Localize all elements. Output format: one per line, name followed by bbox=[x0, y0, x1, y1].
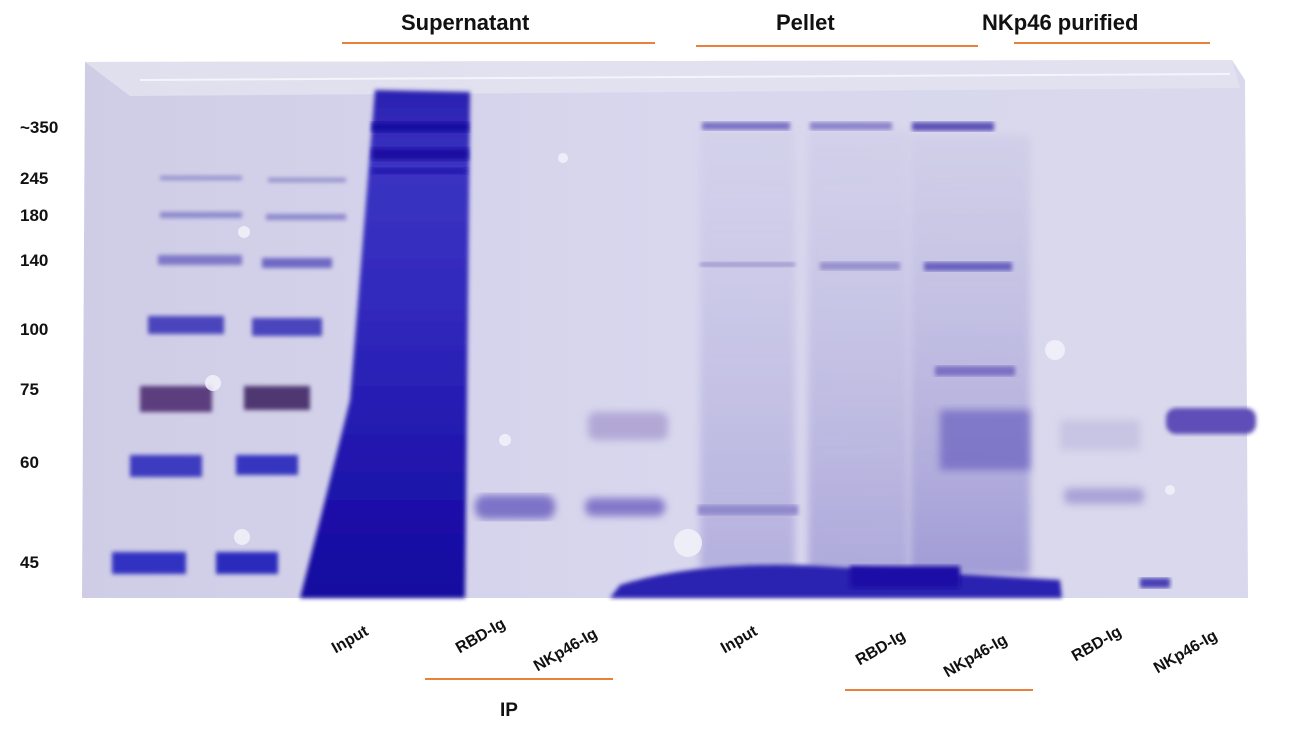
sup-nkp46-lane bbox=[585, 412, 668, 516]
underline-ip bbox=[425, 678, 613, 680]
mw-marker-245: 245 bbox=[20, 169, 49, 188]
pellet-dye-front bbox=[610, 564, 1062, 598]
underline-supernatant bbox=[342, 42, 655, 44]
pellet-rbd-lane bbox=[808, 122, 908, 570]
underline-pellet bbox=[696, 45, 978, 47]
sup-rbd-lane bbox=[475, 495, 555, 519]
pellet-nkp46-lane bbox=[910, 122, 1030, 575]
marker-lane-1 bbox=[112, 176, 242, 574]
header-supernatant: Supernatant bbox=[401, 10, 530, 35]
purified-rbd-lane bbox=[1060, 420, 1144, 504]
supernatant-input-smear bbox=[300, 90, 470, 598]
purified-nkp46-lane bbox=[1166, 408, 1256, 434]
mw-marker-45: 45 bbox=[20, 553, 39, 572]
mw-marker-75: 75 bbox=[20, 380, 39, 399]
underline-nkp46-purified bbox=[1014, 42, 1210, 44]
mw-marker-100: 100 bbox=[20, 320, 49, 339]
underline-pellet-labels bbox=[845, 689, 1033, 691]
pellet-input-lane bbox=[698, 122, 798, 570]
mw-marker-180: 180 bbox=[20, 206, 49, 225]
mw-marker-140: 140 bbox=[20, 251, 49, 270]
mw-marker-60: 60 bbox=[20, 453, 39, 472]
header-nkp46-purified: NKp46 purified bbox=[982, 10, 1139, 35]
mw-marker-350: ~350 bbox=[20, 118, 59, 137]
marker-lane-2 bbox=[216, 178, 346, 574]
header-pellet: Pellet bbox=[776, 10, 835, 35]
gel-bubbles bbox=[205, 153, 1175, 557]
ip-label: IP bbox=[500, 700, 518, 721]
